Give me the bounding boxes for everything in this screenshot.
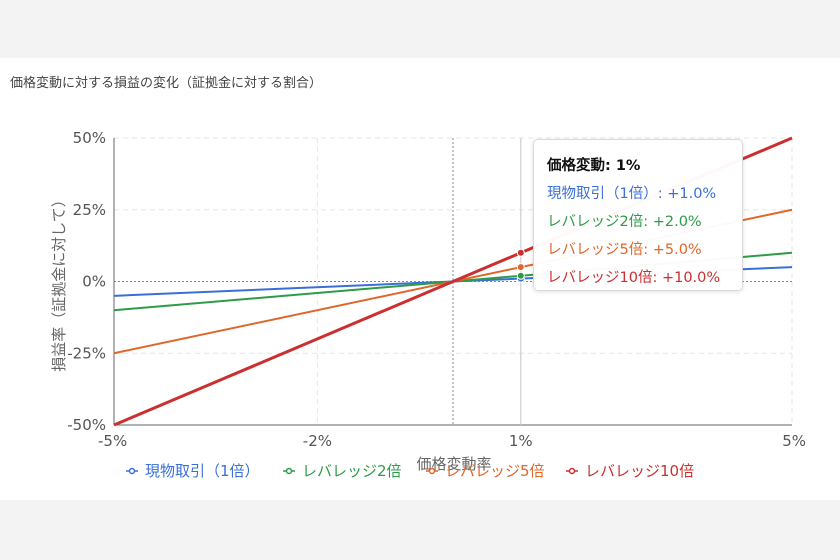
tooltip-title: 価格変動: 1% xyxy=(547,158,641,174)
y-axis-title: 損益率（証拠金に対して） xyxy=(50,192,68,372)
legend-swatch-marker xyxy=(568,467,576,475)
x-tick-label: -5% xyxy=(98,432,127,450)
x-tick-label: 5% xyxy=(782,432,806,450)
x-tick-label: -2% xyxy=(303,432,332,450)
y-tick-label: -50% xyxy=(67,416,106,434)
legend-item-label: レバレッジ10倍 xyxy=(585,462,694,480)
tooltip-row-spot: 現物取引（1倍）: +1.0% xyxy=(547,186,717,202)
x-axis-title: 価格変動率 xyxy=(416,455,491,473)
legend-swatch-marker xyxy=(128,467,136,475)
legend-item-label: 現物取引（1倍） xyxy=(145,462,260,480)
hover-point-2 xyxy=(516,263,525,272)
tooltip-row-lev2: レバレッジ2倍: +2.0% xyxy=(547,214,702,230)
tick-labels: 50% 25% 0% -25% -50%-5% -2% 1% 5% 価格変動率 損益率（証拠金に対… xyxy=(50,129,806,473)
chart-title: 価格変動に対する損益の変化（証拠金に対する割合） xyxy=(10,76,323,91)
hover-point-1 xyxy=(516,271,525,280)
y-tick-label: -25% xyxy=(67,344,106,362)
y-tick-label: 0% xyxy=(82,273,106,291)
hover-point-3 xyxy=(516,248,525,257)
tooltip-row-lev5: レバレッジ5倍: +5.0% xyxy=(547,242,702,258)
legend-item-label: レバレッジ5倍 xyxy=(445,462,545,480)
legend[interactable]: 現物取引（1倍） レバレッジ2倍 レバレッジ5倍 レバレッジ10倍 xyxy=(126,462,694,480)
y-tick-label: 50% xyxy=(73,129,106,147)
x-tick-label: 1% xyxy=(509,432,533,450)
hover-tooltip: 価格変動: 1% 現物取引（1倍）: +1.0% レバレッジ2倍: +2.0% … xyxy=(533,139,743,291)
legend-item-label: レバレッジ2倍 xyxy=(302,462,402,480)
tooltip-row-lev10: レバレッジ10倍: +10.0% xyxy=(547,270,721,286)
y-tick-label: 25% xyxy=(73,201,106,219)
legend-swatch-marker xyxy=(285,467,293,475)
legend-swatch-marker xyxy=(428,467,436,475)
